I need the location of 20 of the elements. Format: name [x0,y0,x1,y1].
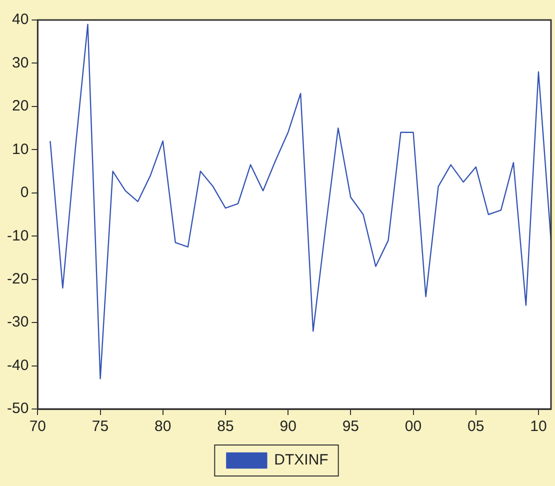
x-tick-label: 85 [217,418,234,436]
y-tick-label: 20 [12,98,29,115]
y-tick-label: 10 [12,140,29,158]
y-tick-label: -30 [6,314,29,331]
x-tick-label: 80 [154,418,172,436]
y-tick-label: -10 [6,227,29,244]
y-tick-label: 0 [20,184,29,202]
x-tick-label: 95 [342,418,360,436]
legend-label: DTXINF [274,452,328,469]
x-tick-label: 00 [404,418,422,436]
x-tick-label: 10 [530,418,547,436]
x-tick-label: 05 [468,418,484,436]
x-tick-label: 75 [92,418,109,436]
y-tick-label: 40 [12,11,29,28]
x-tick-label: 90 [280,418,296,436]
y-tick-label: -20 [6,270,29,288]
y-tick-label: -40 [6,356,29,374]
y-tick-label: -50 [6,400,29,418]
x-tick-label: 70 [29,418,46,436]
y-tick-label: 30 [12,54,29,72]
